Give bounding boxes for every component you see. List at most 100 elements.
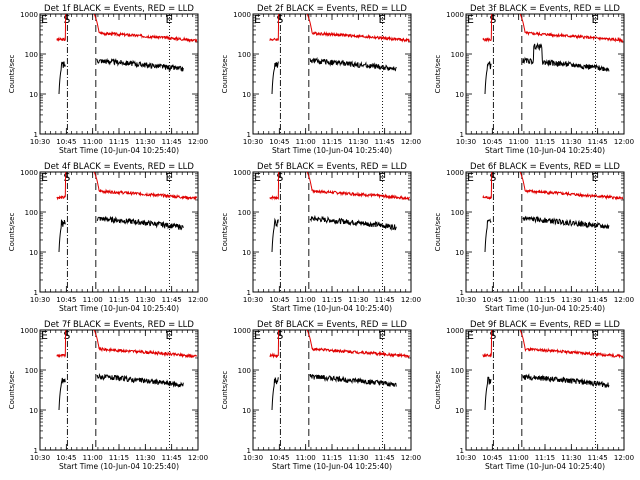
y-tick-label: 100: [238, 209, 251, 217]
y-tick-label: 100: [451, 367, 464, 375]
y-axis-label: Counts/sec: [434, 55, 442, 94]
events-series-line: [271, 217, 279, 253]
x-tick-label: 11:15: [535, 296, 555, 304]
x-tick-label: 12:00: [188, 138, 208, 146]
y-tick-label: 100: [238, 51, 251, 59]
plot-frame: [39, 329, 199, 451]
x-tick-label: 10:45: [482, 138, 502, 146]
marker-label: E: [379, 329, 386, 342]
x-tick-label: 10:45: [482, 454, 502, 462]
x-tick-label: 11:45: [375, 296, 395, 304]
y-tick-label: 10: [242, 407, 251, 415]
marker-label: S: [63, 329, 70, 342]
y-tick-label: 10: [455, 407, 464, 415]
y-tick-label: 1: [460, 131, 464, 139]
x-tick-label: 11:30: [561, 138, 581, 146]
events-series-line: [309, 214, 397, 231]
x-tick-label: 12:00: [614, 138, 634, 146]
panel-title: Det 9f BLACK = Events, RED = LLD: [470, 320, 620, 330]
x-tick-label: 11:00: [509, 296, 529, 304]
x-axis-label: Start Time (10-Jun-04 10:25:40): [272, 146, 392, 155]
x-tick-label: 10:30: [456, 296, 476, 304]
y-tick-label: 1000: [233, 169, 251, 177]
detector-panel-8: Det 8f BLACK = Events, RED = LLD 1 10 100 10…: [221, 320, 421, 471]
y-tick-label: 100: [25, 209, 38, 217]
y-tick-label: 1000: [20, 11, 38, 19]
detector-panel-6: Det 6f BLACK = Events, RED = LLD 1 10 100 10…: [434, 162, 634, 313]
x-tick-label: 12:00: [614, 296, 634, 304]
x-tick-label: 11:30: [135, 296, 155, 304]
x-tick-label: 11:30: [561, 296, 581, 304]
y-tick-label: 1: [460, 289, 464, 297]
marker-label: E: [592, 171, 599, 184]
x-tick-label: 10:45: [56, 138, 76, 146]
x-tick-label: 10:30: [243, 454, 263, 462]
x-tick-label: 11:30: [348, 454, 368, 462]
x-axis-label: Start Time (10-Jun-04 10:25:40): [485, 304, 605, 313]
events-series-line: [96, 215, 184, 231]
x-tick-label: 11:30: [348, 296, 368, 304]
marker-label: S: [63, 171, 70, 184]
detector-panel-5: Det 5f BLACK = Events, RED = LLD 1 10 100 10…: [221, 162, 421, 313]
y-tick-label: 10: [29, 91, 38, 99]
x-tick-label: 11:15: [109, 454, 129, 462]
detector-panel-7: Det 7f BLACK = Events, RED = LLD 1 10 100 10…: [8, 320, 208, 471]
lld-series-line: [269, 330, 410, 359]
x-tick-label: 11:00: [509, 454, 529, 462]
x-tick-label: 11:30: [135, 454, 155, 462]
y-tick-label: 1000: [446, 169, 464, 177]
events-series-line: [96, 373, 184, 389]
marker-label: S: [276, 329, 283, 342]
panel-title: Det 8f BLACK = Events, RED = LLD: [257, 320, 407, 330]
x-tick-label: 10:30: [456, 454, 476, 462]
y-tick-label: 10: [29, 249, 38, 257]
panel-title: Det 4f BLACK = Events, RED = LLD: [44, 162, 194, 172]
detector-panel-9: Det 9f BLACK = Events, RED = LLD 1 10 100 10…: [434, 320, 634, 471]
events-series-line: [271, 377, 279, 411]
y-tick-label: 1000: [233, 11, 251, 19]
panel-title: Det 5f BLACK = Events, RED = LLD: [257, 162, 407, 172]
lld-series-line: [56, 172, 198, 201]
x-tick-label: 11:15: [322, 138, 342, 146]
y-tick-label: 1: [460, 447, 464, 455]
x-tick-label: 11:15: [535, 138, 555, 146]
detector-panel-2: Det 2f BLACK = Events, RED = LLD 1 10 100 10…: [221, 4, 421, 155]
x-tick-label: 11:30: [135, 138, 155, 146]
y-tick-label: 10: [242, 91, 251, 99]
lld-series-line: [482, 172, 624, 201]
y-tick-label: 100: [451, 51, 464, 59]
x-tick-label: 11:00: [296, 138, 316, 146]
x-tick-label: 11:45: [588, 454, 608, 462]
marker-label: E: [254, 171, 261, 184]
marker-label: S: [489, 13, 496, 26]
lld-series-line: [56, 14, 198, 44]
x-tick-label: 12:00: [401, 454, 421, 462]
y-tick-label: 1: [247, 289, 251, 297]
marker-label: E: [467, 13, 474, 26]
x-tick-label: 11:45: [162, 296, 182, 304]
lld-series-line: [56, 330, 198, 359]
y-tick-label: 1000: [20, 169, 38, 177]
lld-series-line: [269, 172, 410, 201]
y-tick-label: 10: [455, 91, 464, 99]
y-tick-label: 1: [34, 447, 38, 455]
x-tick-label: 12:00: [188, 296, 208, 304]
y-axis-label: Counts/sec: [8, 55, 16, 94]
y-axis-label: Counts/sec: [8, 371, 16, 410]
plot-frame: [39, 171, 199, 293]
detector-panel-3: Det 3f BLACK = Events, RED = LLD 1 10 100 10…: [434, 4, 634, 155]
panel-title: Det 7f BLACK = Events, RED = LLD: [44, 320, 194, 330]
y-tick-label: 1000: [233, 327, 251, 335]
lld-series-line: [482, 14, 624, 44]
y-tick-label: 1000: [446, 11, 464, 19]
y-tick-label: 1: [34, 131, 38, 139]
y-axis-label: Counts/sec: [221, 371, 229, 410]
marker-label: E: [166, 13, 173, 26]
x-axis-label: Start Time (10-Jun-04 10:25:40): [59, 304, 179, 313]
x-tick-label: 10:30: [30, 138, 50, 146]
x-tick-label: 10:30: [456, 138, 476, 146]
panel-title: Det 3f BLACK = Events, RED = LLD: [470, 4, 620, 14]
x-tick-label: 10:30: [243, 138, 263, 146]
lld-series-line: [482, 330, 624, 359]
